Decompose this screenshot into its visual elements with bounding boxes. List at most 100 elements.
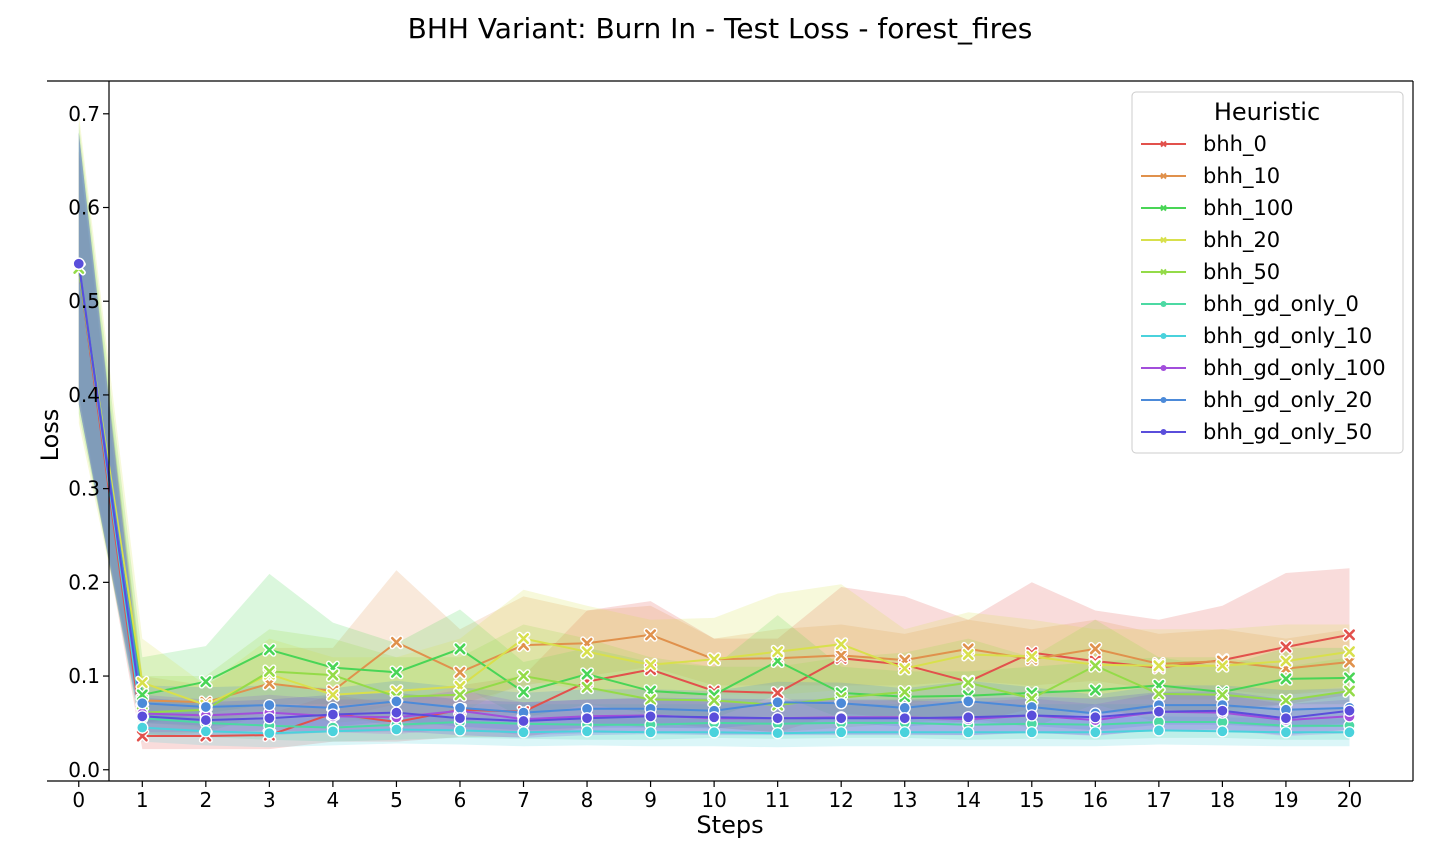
point-bhh_10 [835, 649, 847, 661]
point-bhh_gd_only_20 [136, 697, 149, 710]
point-bhh_gd_only_50 [453, 712, 467, 725]
point-bhh_gd_only_20 [453, 701, 467, 715]
point-bhh_50 [1089, 660, 1101, 672]
point-bhh_gd_only_10 [136, 721, 149, 734]
point-bhh_gd_only_50 [199, 713, 212, 727]
legend-label-bhh_10: bhh_10 [1203, 164, 1280, 189]
x-tick-label: 19 [1273, 788, 1298, 812]
point-bhh_20 [899, 663, 911, 675]
legend: Heuristic bhh_0 bhh_10 bhh_100 bhh_20 bhh_50… [1131, 91, 1404, 454]
point-bhh_gd_only_10 [835, 726, 848, 739]
legend-label-bhh_gd_only_0: bhh_gd_only_0 [1203, 292, 1359, 317]
point-bhh_50 [1026, 693, 1038, 705]
point-bhh_100 [1280, 673, 1292, 685]
y-tick-label: 0.6 [68, 196, 100, 220]
point-bhh_gd_only_10 [453, 724, 467, 737]
legend-marker-bhh_gd_only_10 [1160, 333, 1167, 339]
x-tick-label: 14 [956, 788, 981, 812]
point-bhh_gd_only_50 [1343, 704, 1356, 717]
legend-label-bhh_gd_only_20: bhh_gd_only_20 [1203, 388, 1372, 413]
point-bhh_50 [708, 694, 720, 706]
point-bhh_20 [581, 646, 593, 658]
point-bhh_10 [263, 678, 275, 690]
point-bhh_gd_only_50 [707, 711, 721, 724]
point-bhh_20 [136, 677, 148, 689]
point-bhh_gd_only_20 [263, 698, 276, 712]
point-bhh_gd_only_10 [1152, 724, 1166, 737]
y-tick-label: 0.0 [68, 758, 100, 782]
point-bhh_gd_only_50 [898, 712, 911, 725]
point-bhh_100 [136, 689, 148, 701]
x-tick-label: 16 [1083, 788, 1108, 812]
point-bhh_gd_only_20 [835, 697, 848, 710]
x-tick-label: 5 [390, 788, 403, 812]
point-bhh_gd_only_10 [263, 727, 276, 740]
point-bhh_20 [962, 648, 974, 660]
x-tick-label: 17 [1146, 788, 1171, 812]
legend-marker-bhh_0 [1160, 140, 1167, 148]
point-bhh_10 [1089, 643, 1101, 655]
point-bhh_gd_only_50 [962, 711, 975, 724]
point-bhh_gd_only_50 [326, 708, 340, 721]
x-tick-label: 2 [199, 788, 212, 812]
point-bhh_100 [1089, 684, 1101, 696]
band-bhh_50 [78, 132, 1350, 737]
x-tick-label: 7 [517, 788, 530, 812]
point-bhh_100 [581, 668, 593, 680]
band-bhh_100 [78, 123, 1350, 723]
point-bhh_gd_only_50 [835, 712, 848, 725]
point-bhh_50 [1216, 689, 1228, 701]
y-axis-label: Loss [36, 409, 64, 462]
legend-label-bhh_gd_only_100: bhh_gd_only_100 [1203, 356, 1386, 381]
legend-title: Heuristic [1214, 98, 1320, 126]
point-bhh_20 [835, 638, 847, 650]
x-tick-label: 4 [327, 788, 340, 812]
y-tick-label: 0.3 [68, 477, 100, 501]
legend-marker-bhh_gd_only_50 [1160, 429, 1167, 435]
x-tick-label: 8 [581, 788, 594, 812]
x-tick-label: 20 [1337, 788, 1362, 812]
point-bhh_50 [327, 669, 339, 681]
legend-marker-bhh_gd_only_100 [1160, 365, 1167, 371]
point-bhh_20 [1343, 646, 1355, 658]
point-bhh_gd_only_10 [1343, 726, 1356, 739]
point-bhh_gd_only_10 [644, 726, 657, 739]
point-bhh_20 [1153, 660, 1165, 672]
point-bhh_gd_only_50 [1216, 704, 1229, 717]
point-bhh_100 [390, 666, 402, 678]
legend-label-bhh_100: bhh_100 [1203, 196, 1294, 221]
legend-marker-bhh_gd_only_20 [1160, 397, 1167, 403]
y-tick-label: 0.5 [68, 289, 100, 313]
point-bhh_10 [1343, 656, 1355, 668]
point-bhh_20 [1216, 660, 1228, 672]
point-bhh_gd_only_10 [326, 725, 340, 738]
x-tick-label: 9 [644, 788, 657, 812]
point-bhh_20 [518, 633, 530, 645]
legend-label-bhh_gd_only_10: bhh_gd_only_10 [1203, 324, 1372, 349]
point-bhh_0 [1343, 629, 1355, 641]
point-bhh_gd_only_20 [199, 700, 212, 714]
point-bhh_50 [518, 670, 530, 682]
point-bhh_gd_only_10 [390, 723, 403, 736]
x-tick-label: 11 [765, 788, 790, 812]
point-bhh_gd_only_10 [199, 725, 212, 738]
band-bhh_0 [78, 151, 1350, 750]
legend-box [1131, 91, 1404, 454]
point-bhh_0 [772, 687, 784, 699]
x-axis-ticks: 0 1 2 3 4 5 6 7 8 9 10 11 12 13 14 15 16 17 18 19 20 [72, 781, 1362, 812]
x-tick-label: 12 [828, 788, 853, 812]
point-bhh_gd_only_50 [1152, 705, 1166, 718]
point-bhh_100 [263, 644, 275, 656]
point-bhh_gd_only_50 [644, 710, 657, 723]
point-bhh_20 [708, 653, 720, 665]
point-bhh_gd_only_50 [517, 714, 530, 728]
point-bhh_50 [899, 686, 911, 698]
x-tick-label: 18 [1210, 788, 1235, 812]
point-bhh_gd_only_10 [962, 726, 975, 739]
point-bhh_gd_only_50 [580, 712, 594, 725]
point-bhh_gd_only_50 [72, 257, 85, 270]
chart-title: BHH Variant: Burn In - Test Loss - fores… [408, 12, 1033, 45]
point-bhh_0 [1280, 641, 1292, 653]
point-bhh_100 [772, 655, 784, 667]
point-bhh_20 [1280, 655, 1292, 667]
